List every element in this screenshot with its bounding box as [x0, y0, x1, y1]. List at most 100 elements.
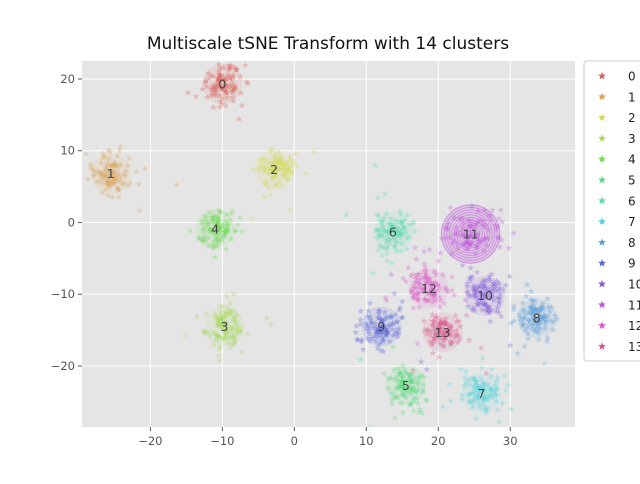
scatter-point [107, 162, 115, 170]
scatter-point [390, 289, 398, 297]
scatter-point [431, 318, 439, 325]
scatter-point [219, 325, 227, 332]
scatter-point [218, 236, 226, 243]
scatter-point [380, 232, 388, 240]
scatter-point [476, 299, 484, 306]
scatter-point [521, 311, 529, 318]
scatter-point [482, 293, 489, 301]
scatter-point [439, 342, 447, 349]
scatter-point [483, 380, 491, 388]
y-tick-label: 20 [60, 72, 75, 86]
scatter-point [532, 324, 540, 332]
scatter-point [381, 294, 389, 301]
scatter-point [490, 279, 497, 287]
scatter-point [497, 206, 505, 214]
scatter-point [372, 337, 380, 345]
scatter-point [528, 305, 536, 312]
scatter-point [272, 180, 280, 187]
scatter-point [224, 220, 232, 227]
scatter-point [229, 93, 237, 101]
scatter-point [103, 177, 111, 184]
scatter-point [421, 270, 429, 278]
scatter-point [375, 310, 383, 317]
scatter-point [494, 234, 502, 241]
scatter-point [469, 283, 477, 291]
scatter-point [410, 388, 418, 395]
scatter-point [531, 304, 539, 312]
scatter-point [539, 305, 547, 312]
scatter-point [379, 327, 387, 335]
scatter-point [471, 293, 479, 300]
scatter-point [125, 154, 133, 162]
scatter-point [106, 182, 113, 189]
scatter-point [233, 328, 241, 335]
scatter-point [431, 290, 439, 297]
scatter-point [459, 224, 467, 231]
scatter-point [469, 238, 476, 246]
scatter-point [377, 325, 385, 333]
scatter-point [104, 180, 112, 188]
scatter-point [434, 319, 442, 327]
scatter-point [270, 164, 278, 172]
scatter-point [216, 72, 224, 79]
scatter-point [481, 301, 489, 309]
y-tick-label: −10 [51, 287, 75, 301]
scatter-point [387, 270, 395, 278]
scatter-point [279, 172, 287, 180]
scatter-point [475, 396, 483, 403]
scatter-point [433, 313, 440, 321]
scatter-point [485, 272, 493, 280]
scatter-point [411, 291, 419, 298]
scatter-point [463, 279, 471, 287]
scatter-point [433, 281, 441, 288]
scatter-point [482, 289, 489, 297]
scatter-point [397, 247, 405, 255]
scatter-point [213, 91, 220, 99]
scatter-point [486, 386, 494, 393]
cluster-5-points [357, 341, 454, 427]
scatter-point [452, 331, 460, 339]
scatter-point [235, 115, 243, 123]
scatter-point [379, 347, 387, 355]
scatter-point [402, 383, 410, 391]
scatter-point [470, 388, 478, 395]
scatter-point [529, 308, 536, 315]
scatter-point [396, 383, 404, 390]
scatter-point [479, 383, 487, 390]
scatter-point [226, 333, 234, 341]
scatter-point [441, 333, 449, 341]
scatter-point [383, 249, 391, 257]
scatter-point [218, 71, 225, 78]
scatter-point [475, 293, 483, 300]
scatter-point [213, 330, 221, 338]
scatter-point [540, 311, 548, 318]
scatter-point [389, 332, 397, 339]
scatter-point [200, 232, 208, 240]
scatter-point [279, 161, 287, 169]
scatter-point [415, 276, 423, 283]
scatter-point [106, 148, 114, 155]
scatter-point [374, 333, 381, 341]
scatter-point [479, 237, 487, 244]
scatter-point [225, 310, 233, 318]
scatter-point [428, 310, 436, 318]
scatter-point [216, 231, 224, 238]
scatter-point [213, 86, 220, 94]
cluster-6-points [342, 161, 457, 277]
scatter-point [289, 159, 297, 166]
scatter-point [117, 161, 124, 168]
scatter-point [521, 342, 528, 350]
cluster-13-points [409, 296, 490, 377]
legend-star-icon [598, 113, 606, 121]
scatter-point [136, 206, 143, 214]
scatter-point [216, 225, 224, 232]
scatter-point [229, 71, 237, 79]
scatter-point [209, 82, 217, 89]
scatter-point [441, 319, 448, 326]
scatter-point [501, 371, 509, 379]
scatter-point [464, 391, 472, 399]
scatter-point [275, 165, 282, 173]
scatter-point [401, 388, 409, 395]
scatter-point [437, 320, 445, 327]
scatter-point [488, 288, 496, 295]
